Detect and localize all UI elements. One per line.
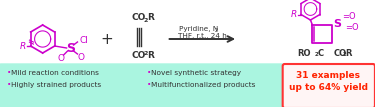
Text: 2: 2	[215, 27, 218, 33]
Text: 2: 2	[144, 18, 148, 23]
Text: up to 64% yield: up to 64% yield	[289, 83, 368, 92]
Text: S: S	[66, 42, 75, 54]
Text: 31 examples: 31 examples	[296, 71, 360, 80]
Text: O: O	[78, 53, 85, 62]
FancyBboxPatch shape	[283, 64, 375, 107]
Text: •: •	[147, 82, 151, 88]
Text: R: R	[147, 51, 154, 60]
Text: Pyridine, N: Pyridine, N	[179, 26, 218, 32]
Text: S: S	[333, 19, 341, 29]
Text: O: O	[57, 54, 64, 62]
Text: RO: RO	[297, 48, 310, 57]
Text: Mild reaction conditions: Mild reaction conditions	[11, 70, 99, 76]
Text: THF, r.t., 24 h: THF, r.t., 24 h	[178, 33, 227, 39]
Text: 2: 2	[144, 51, 148, 56]
Text: R: R	[291, 10, 297, 19]
Text: CO: CO	[132, 51, 146, 60]
Text: C: C	[318, 48, 324, 57]
Text: 2: 2	[342, 51, 346, 56]
Text: 2: 2	[314, 51, 318, 56]
FancyBboxPatch shape	[0, 64, 284, 107]
Text: Cl: Cl	[79, 36, 88, 45]
Text: •: •	[7, 70, 11, 76]
Text: Multifunctionalized products: Multifunctionalized products	[151, 82, 255, 88]
Text: =O: =O	[345, 22, 359, 31]
Text: R: R	[147, 13, 154, 22]
Text: •: •	[147, 70, 151, 76]
Text: R: R	[19, 42, 26, 51]
Text: R: R	[345, 48, 352, 57]
Text: CO: CO	[333, 48, 346, 57]
Text: CO: CO	[132, 13, 146, 22]
Text: •: •	[7, 82, 11, 88]
Text: +: +	[101, 31, 113, 47]
Text: Highly strained products: Highly strained products	[11, 82, 101, 88]
Text: =O: =O	[342, 11, 356, 21]
Text: Novel synthetic strategy: Novel synthetic strategy	[151, 70, 241, 76]
